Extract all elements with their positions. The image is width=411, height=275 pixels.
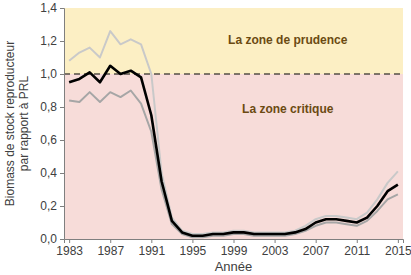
y-tick-label: 0,2 (40, 199, 57, 213)
y-tick-label: 1,2 (40, 34, 57, 48)
y-tick-mark (60, 107, 64, 108)
x-tick: 2003 (262, 239, 289, 258)
y-axis-title-line: par rapport à PRL (17, 75, 31, 171)
series-line (69, 66, 398, 236)
zone (64, 8, 403, 74)
x-tick: 2007 (303, 239, 330, 258)
y-tick: 0,4 (40, 166, 64, 180)
y-tick-label: 0,8 (40, 100, 57, 114)
x-axis: 1983 1987 1991 1995 1999 2003 2007 2011 2015 (56, 239, 411, 258)
x-tick: 2011 (344, 239, 370, 258)
chart: La zone de prudenceLa zone critique0,00,… (0, 0, 411, 275)
y-tick-mark (60, 8, 64, 9)
x-tick: 1983 (56, 239, 83, 258)
x-tick-mark (316, 239, 317, 243)
x-tick-mark (151, 239, 152, 243)
x-tick-label: 2007 (303, 244, 330, 258)
x-tick-label: 1991 (138, 244, 165, 258)
y-tick-mark (60, 239, 64, 240)
x-tick: 1995 (180, 239, 207, 258)
x-tick-mark (275, 239, 276, 243)
x-tick: 2015 (385, 239, 411, 258)
plot-area (64, 8, 403, 239)
y-tick-label: 0,6 (40, 133, 57, 147)
x-axis-line (65, 240, 404, 244)
y-tick-mark (60, 74, 64, 75)
x-tick-label: 1983 (56, 244, 83, 258)
y-axis: 0,0 0,2 0,4 0,6 0,8 1,0 1,2 1,4 (40, 1, 64, 246)
y-tick: 1,4 (40, 1, 64, 15)
x-tick-mark (234, 239, 235, 243)
y-tick-label: 1,0 (40, 67, 57, 81)
y-tick: 1,2 (40, 34, 64, 48)
y-tick-label: 1,4 (40, 1, 57, 15)
series-line (69, 91, 398, 238)
y-tick: 0,6 (40, 133, 64, 147)
y-axis-line (60, 9, 65, 240)
x-tick-label: 1987 (97, 244, 124, 258)
x-tick-mark (110, 239, 111, 243)
y-tick-label: 0,4 (40, 166, 57, 180)
zone-label: La zone critique (242, 102, 334, 116)
y-tick-mark (60, 206, 64, 207)
y-tick-mark (60, 173, 64, 174)
zone-label: La zone de prudence (228, 33, 348, 47)
y-axis-title: Biomass de stock reproducteurpar rapport… (3, 41, 31, 206)
x-tick: 1987 (97, 239, 124, 258)
x-tick-mark (192, 239, 193, 243)
x-tick-mark (357, 239, 358, 243)
y-tick: 1,0 (40, 67, 64, 81)
y-tick: 0,2 (40, 199, 64, 213)
y-tick: 0,8 (40, 100, 64, 114)
y-tick-mark (60, 41, 64, 42)
zone (64, 74, 403, 239)
series-line (69, 31, 398, 234)
x-tick: 1991 (138, 239, 165, 258)
y-axis-title-line: Biomass de stock reproducteur (3, 41, 17, 206)
x-tick-label: 1995 (180, 244, 207, 258)
y-tick-mark (60, 140, 64, 141)
x-tick-label: 2015 (385, 244, 411, 258)
plot: La zone de prudenceLa zone critique0,00,… (40, 1, 411, 257)
x-tick: 1999 (221, 239, 248, 258)
x-tick-mark (69, 239, 70, 243)
reference-line (64, 73, 403, 74)
x-tick-label: 2003 (262, 244, 289, 258)
x-tick-label: 2011 (344, 244, 370, 258)
x-axis-title: Année (215, 259, 253, 274)
x-tick-label: 1999 (221, 244, 248, 258)
y-tick-label: 0,0 (40, 232, 57, 246)
x-tick-mark (398, 239, 399, 243)
